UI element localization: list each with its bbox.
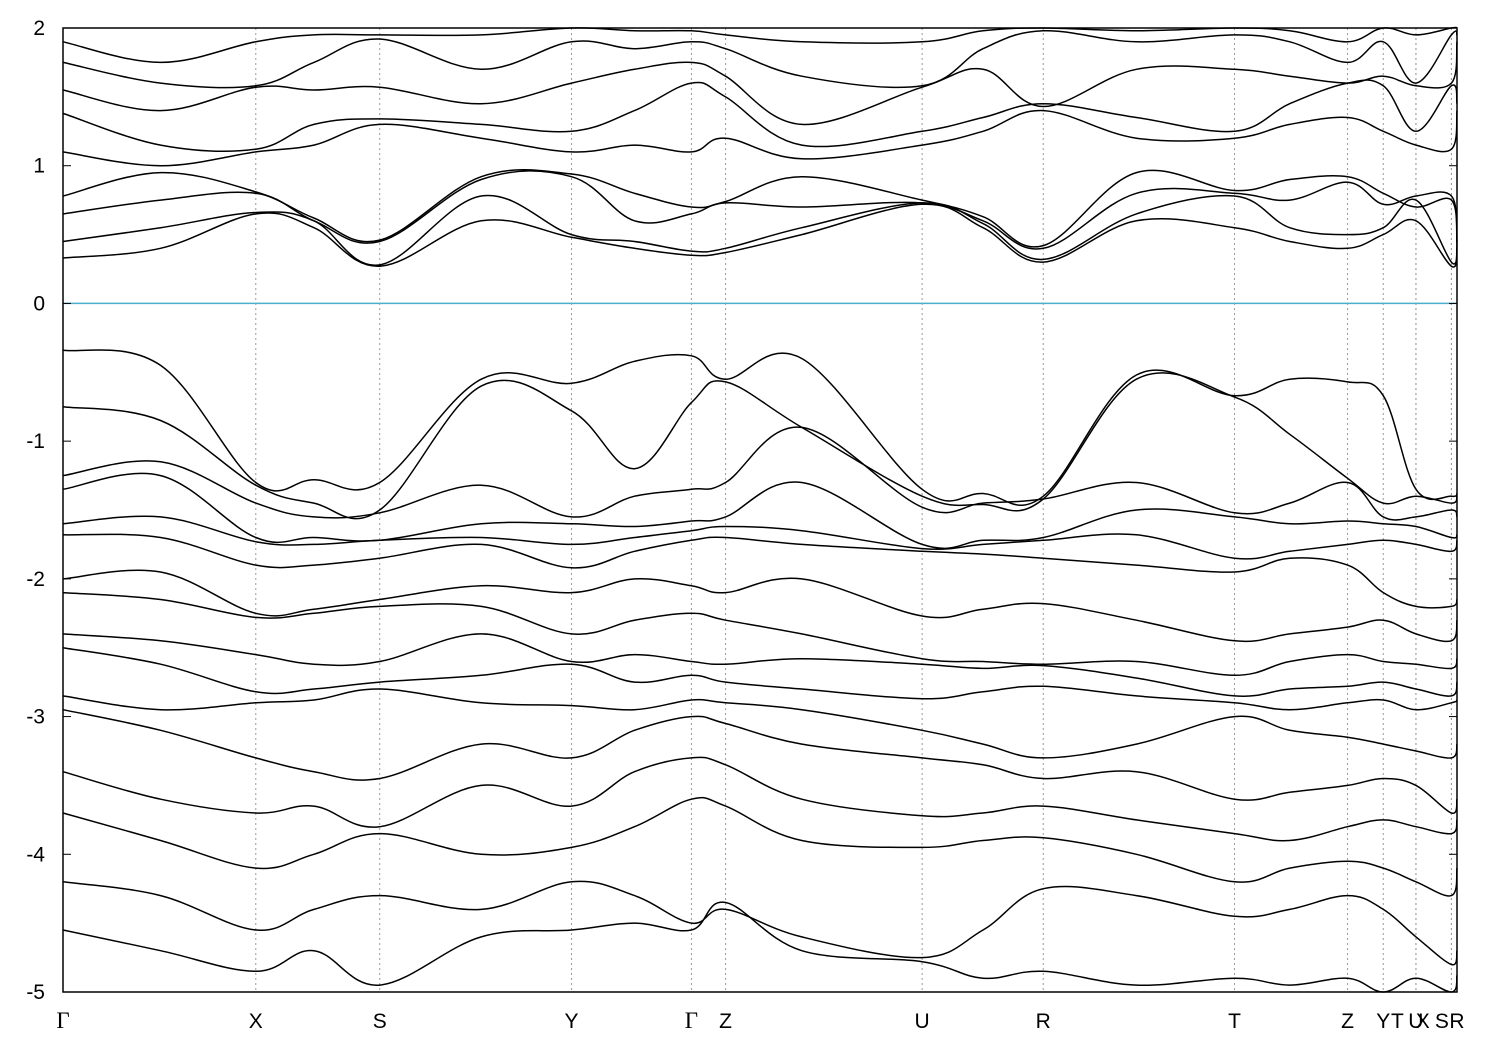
band-line-5 [62, 515, 1458, 560]
kpoint-label: S [373, 1010, 387, 1033]
band-line-20 [62, 109, 1458, 167]
y-tick-label: 2 [33, 17, 45, 40]
x-axis-kpoint-labels: Γ X S Y Γ Z U R T Z Y T UX S R [56, 1008, 1464, 1033]
kpoint-label: Γ [685, 1008, 698, 1033]
kpoint-label: Γ [56, 1008, 69, 1033]
y-tick-label: -4 [26, 843, 45, 866]
band-line-7 [62, 569, 1458, 643]
y-tick-label: -3 [26, 706, 45, 729]
band-line-6 [62, 533, 1458, 609]
kpoint-label: Z [719, 1010, 732, 1033]
kpoint-label: R [1036, 1010, 1051, 1033]
y-tick-label: -5 [26, 981, 45, 1004]
y-tick-label: -2 [26, 568, 45, 591]
kpoint-label: Y [565, 1010, 579, 1033]
band-line-18 [62, 170, 1458, 250]
y-tick-label: 0 [33, 292, 45, 315]
band-line-3 [62, 426, 1458, 521]
kpoint-label: T [1391, 1010, 1404, 1033]
band-line-8 [62, 591, 1458, 677]
band-line-25 [62, 901, 1458, 993]
kpoint-label: S [1435, 1010, 1449, 1033]
band-line-10 [62, 646, 1458, 711]
band-line-15 [62, 880, 1458, 966]
band-line-13 [62, 756, 1458, 842]
kpoint-label: R [1449, 1010, 1464, 1033]
kpoint-label: Y [1376, 1010, 1390, 1033]
band-line-1 [62, 349, 1458, 506]
band-line-4 [62, 472, 1458, 549]
band-line-24 [62, 26, 1458, 64]
band-line-16 [62, 203, 1458, 268]
kpoint-label: X [249, 1010, 263, 1033]
band-line-12 [62, 708, 1458, 814]
band-line-19 [62, 168, 1458, 248]
y-tick-label: 1 [33, 155, 45, 178]
kpoint-label: T [1228, 1010, 1241, 1033]
high-symmetry-gridlines [255, 28, 1452, 992]
kpoint-label: X [1416, 1010, 1430, 1033]
plot-frame [62, 27, 1458, 993]
kpoint-label: U [1408, 1010, 1423, 1033]
band-line-21 [62, 79, 1458, 152]
kpoint-label: Z [1341, 1010, 1354, 1033]
band-line-23 [62, 30, 1458, 89]
y-tick-label: -1 [26, 430, 45, 453]
band-line-2 [62, 372, 1458, 520]
y-axis-ticks: 2 1 0 -1 -2 -3 -4 -5 [26, 17, 1457, 1004]
band-lines [62, 26, 1458, 993]
band-line-17 [62, 194, 1458, 266]
band-line-11 [62, 688, 1458, 759]
band-line-22 [62, 41, 1458, 126]
kpoint-label: U [915, 1010, 930, 1033]
band-line-14 [62, 796, 1458, 897]
band-line-9 [62, 633, 1458, 698]
